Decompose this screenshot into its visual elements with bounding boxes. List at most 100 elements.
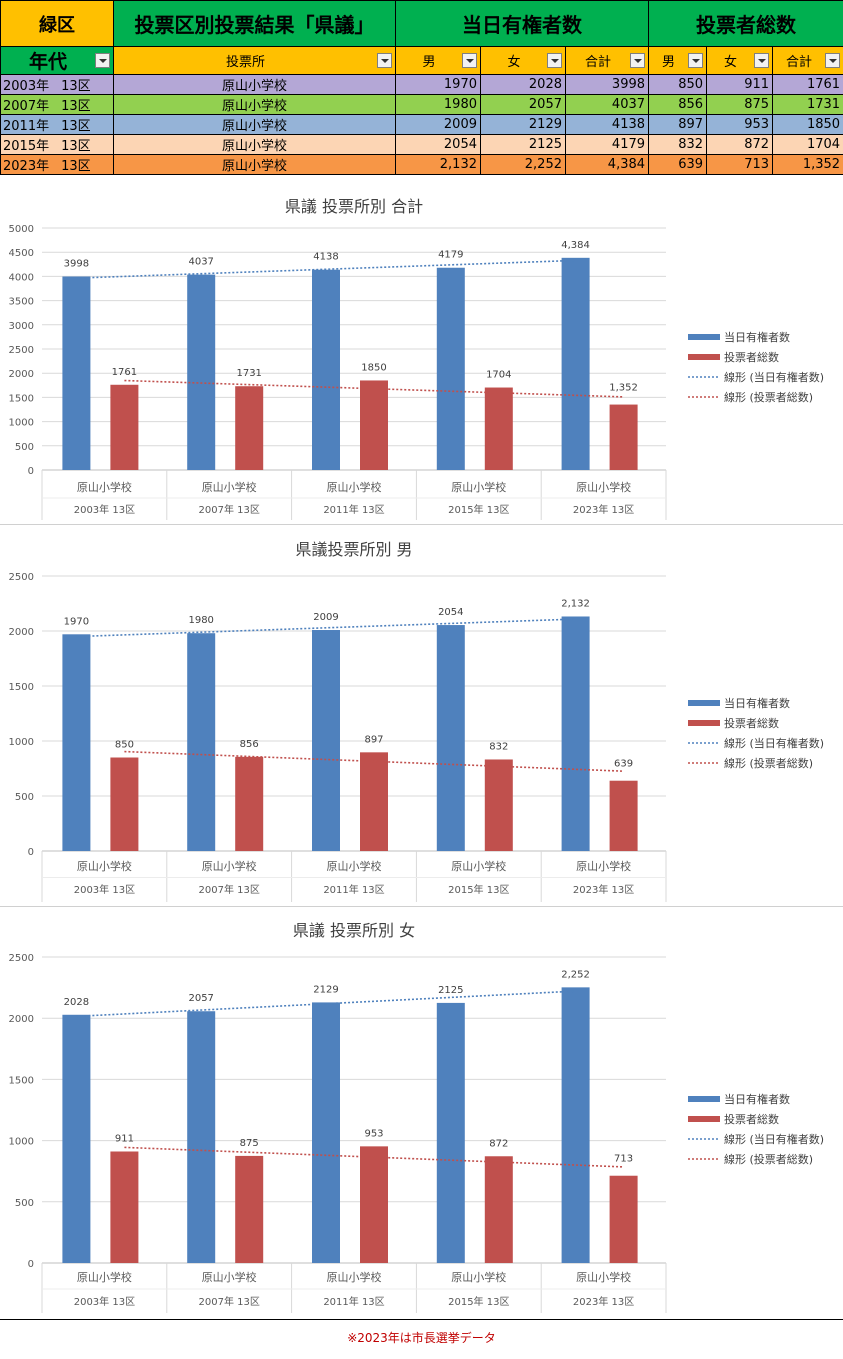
cell-year[interactable]: 2015年 13区 [0,134,114,155]
voters-header-cell[interactable]: 投票者総数 [648,0,843,47]
chart-total[interactable]: 県議 投票所別 合計 0 500 1000 1500 2000 2500 3000 3500 40… [0,180,843,522]
eligible-female-label: 女 [507,55,521,70]
cell-vf[interactable]: 713 [706,154,774,175]
data-label: 2,132 [561,598,590,609]
cell-em[interactable]: 2054 [395,134,481,155]
bar-voters [609,1175,638,1263]
data-label: 2129 [313,984,338,995]
cell-ef[interactable]: 2129 [480,114,566,135]
cell-et[interactable]: 4179 [564,134,650,155]
x-subcategory-label: 2015年 13区 [448,503,509,516]
cell-year[interactable]: 2007年 13区 [0,94,114,115]
filter-dropdown-button[interactable] [688,53,704,68]
cell-ef[interactable]: 2057 [480,94,566,115]
x-tick-label: 原山小学校 [327,859,382,873]
cell-vt[interactable]: 1704 [772,134,843,155]
year-text: 2007年 [3,99,50,114]
cell-em[interactable]: 1970 [395,74,481,95]
cell-et[interactable]: 3998 [564,74,650,95]
cell-vt[interactable]: 1731 [772,94,843,115]
filter-dropdown-button[interactable] [462,53,477,68]
district-text: 13区 [61,139,91,154]
eligible-female-header[interactable]: 女 [480,46,566,75]
filter-dropdown-button[interactable] [95,53,110,68]
cell-em[interactable]: 1980 [395,94,481,115]
legend-label: 投票者総数 [724,350,779,364]
place-header-cell[interactable]: 投票所 [113,46,396,75]
bar-eligible [561,257,590,470]
cell-vt[interactable]: 1761 [772,74,843,95]
cell-vt[interactable]: 1,352 [772,154,843,175]
cell-place[interactable]: 原山小学校 [113,94,396,115]
eligible-total-label: 合計 [585,55,612,70]
cell-et[interactable]: 4,384 [564,154,650,175]
cell-em[interactable]: 2009 [395,114,481,135]
cell-vt[interactable]: 1850 [772,114,843,135]
cell-place[interactable]: 原山小学校 [113,74,396,95]
cell-vm[interactable]: 897 [648,114,708,135]
filter-active-button[interactable] [377,53,392,68]
age-header-label: 年代 [28,51,67,73]
age-header-cell[interactable]: 年代 [0,46,114,75]
eligible-total-header[interactable]: 合計 [564,46,650,75]
bar-eligible [312,1002,340,1263]
year-text: 2015年 [3,139,50,154]
bar-voters [110,757,139,851]
y-tick-label: 0 [28,1259,34,1270]
district-text: 13区 [61,119,91,134]
x-tick-label: 原山小学校 [202,859,257,873]
cell-ef[interactable]: 2,252 [480,154,566,175]
cell-et[interactable]: 4037 [564,94,650,115]
legend-swatch [688,720,720,726]
chart-female[interactable]: 県議 投票所別 女 0 500 1000 1500 2000 2500 原山小学校 2003年 … [0,908,843,1316]
cell-year[interactable]: 2011年 13区 [0,114,114,135]
voters-female-header[interactable]: 女 [706,46,774,75]
voters-female-label: 女 [724,55,738,70]
bar-eligible [62,1014,91,1263]
filter-dropdown-button[interactable] [547,53,562,68]
cell-vm[interactable]: 832 [648,134,708,155]
cell-vm[interactable]: 850 [648,74,708,95]
cell-ef[interactable]: 2125 [480,134,566,155]
voters-total-header[interactable]: 合計 [772,46,843,75]
bar-eligible [436,1002,465,1263]
data-label: 856 [240,739,259,750]
eligible-header-cell[interactable]: 当日有権者数 [394,0,650,47]
cell-vf[interactable]: 911 [706,74,774,95]
cell-vm[interactable]: 856 [648,94,708,115]
cell-vf[interactable]: 953 [706,114,774,135]
eligible-male-header[interactable]: 男 [395,46,481,75]
y-tick-label: 1000 [9,1137,34,1148]
cell-year[interactable]: 2003年 13区 [0,74,114,95]
y-tick-label: 5000 [9,224,34,235]
footnote: ※2023年は市長選挙データ [0,1319,843,1358]
cell-place[interactable]: 原山小学校 [113,154,396,175]
table-row: 2015年 13区 原山小学校 2054 2125 4179 832 872 1704 [0,134,843,155]
cell-ef[interactable]: 2028 [480,74,566,95]
filter-dropdown-button[interactable] [754,53,770,68]
data-label: 3998 [64,258,89,269]
ward-cell[interactable]: 緑区 [0,0,114,47]
cell-year[interactable]: 2023年 13区 [0,154,114,175]
cell-et[interactable]: 4138 [564,114,650,135]
chart-female-svg: 県議 投票所別 女 0 500 1000 1500 2000 2500 原山小学校 2003年 … [9,921,824,1313]
cell-place[interactable]: 原山小学校 [113,114,396,135]
cell-vm[interactable]: 639 [648,154,708,175]
cell-vf[interactable]: 875 [706,94,774,115]
cell-vf[interactable]: 872 [706,134,774,155]
cell-em[interactable]: 2,132 [395,154,481,175]
bar-voters [360,380,388,470]
legend-swatch [688,354,720,360]
data-label: 2125 [438,985,463,996]
bar-voters [609,404,638,470]
voters-male-header[interactable]: 男 [648,46,708,75]
district-text: 13区 [61,159,91,174]
data-label: 2009 [313,612,338,623]
legend-label: 線形 (当日有権者数) [724,370,824,384]
bar-voters [484,387,513,470]
chart-male[interactable]: 県議投票所別 男 0 500 1000 1500 2000 2500 原山小学校 2003年 1… [0,526,843,904]
sheet-title-cell[interactable]: 投票区別投票結果「県議」 [113,0,396,47]
cell-place[interactable]: 原山小学校 [113,134,396,155]
filter-dropdown-button[interactable] [630,53,646,68]
filter-dropdown-button[interactable] [825,53,841,68]
